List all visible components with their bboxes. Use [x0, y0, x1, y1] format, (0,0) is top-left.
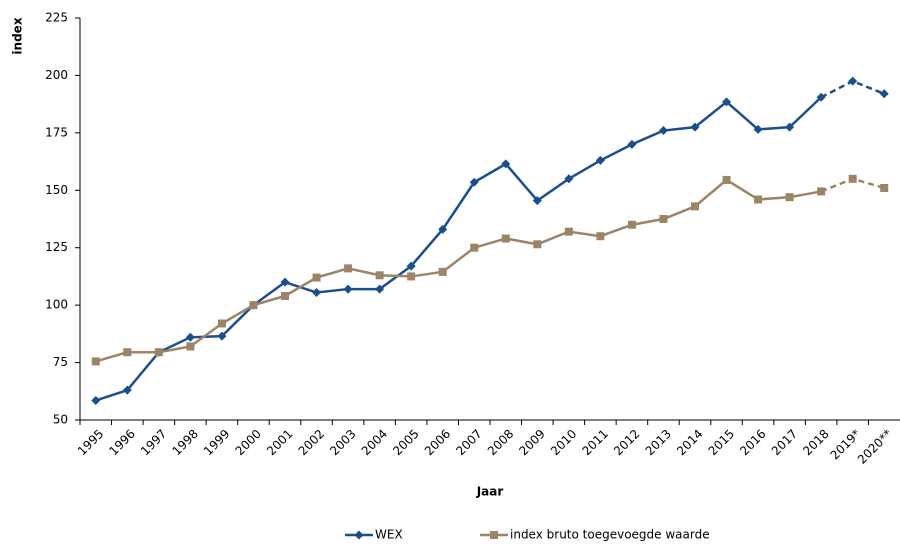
point: [281, 291, 289, 300]
y-tick-label: 50: [53, 413, 68, 427]
x-tick-label: 1995: [75, 427, 106, 458]
point: [154, 348, 163, 357]
x-tick-label: 2003: [327, 427, 358, 458]
point: [343, 284, 353, 294]
y-axis-title: index: [11, 17, 25, 54]
point: [186, 342, 195, 351]
y-tick-label: 175: [45, 125, 68, 139]
x-tick-label: 2020**: [855, 427, 895, 467]
point: [722, 97, 732, 107]
point: [848, 76, 858, 86]
point: [627, 139, 637, 149]
point: [753, 124, 763, 134]
point: [407, 272, 416, 281]
point: [375, 271, 384, 280]
point: [344, 264, 353, 273]
point: [438, 267, 447, 276]
point: [785, 122, 795, 132]
point: [123, 348, 132, 357]
x-tick-label: 2013: [643, 427, 674, 458]
y-tick-label: 150: [45, 183, 68, 197]
x-tick-label: 2008: [485, 427, 516, 458]
x-tick-label: 2004: [359, 427, 390, 458]
point: [91, 357, 100, 366]
point: [469, 177, 479, 187]
x-tick-label: 1998: [169, 427, 200, 458]
point: [659, 215, 668, 223]
point: [816, 92, 826, 102]
point: [596, 232, 605, 241]
point: [406, 261, 416, 271]
legend-label: WEX: [375, 528, 403, 542]
point: [879, 89, 889, 99]
point: [690, 122, 700, 132]
x-tick-label: 1999: [201, 427, 232, 458]
x-tick-label: 2017: [769, 427, 800, 458]
x-tick-label: 2002: [296, 427, 327, 458]
series-line: [95, 178, 822, 363]
point: [533, 240, 542, 249]
legend-label: index bruto toegevoegde waarde: [510, 528, 710, 542]
point: [532, 196, 542, 206]
point: [722, 175, 731, 184]
legend-marker: [490, 531, 498, 539]
point: [280, 277, 290, 287]
y-tick-label: 125: [45, 240, 68, 254]
x-tick-label: 2016: [737, 427, 768, 458]
x-tick-label: 2011: [579, 427, 610, 458]
point: [595, 155, 605, 165]
point: [564, 174, 574, 184]
x-tick-label: 2015: [706, 427, 737, 458]
x-tick-label: 2007: [453, 427, 484, 458]
point: [785, 193, 794, 202]
point: [691, 202, 699, 211]
y-tick-label: 75: [53, 355, 68, 369]
series-line: [95, 96, 823, 402]
legend-marker: [354, 530, 364, 540]
point: [564, 227, 573, 236]
x-tick-label: 2000: [233, 427, 264, 458]
point: [249, 301, 258, 310]
x-tick-label: 2014: [674, 427, 705, 458]
y-tick-label: 200: [45, 68, 68, 82]
point: [627, 220, 636, 229]
point: [880, 183, 889, 192]
point: [91, 395, 101, 405]
point: [217, 319, 226, 328]
point: [438, 224, 448, 234]
point: [217, 331, 227, 341]
x-tick-label: 2009: [516, 427, 547, 458]
x-tick-label: 2012: [611, 427, 642, 458]
y-tick-label: 100: [45, 298, 68, 312]
point: [848, 174, 857, 183]
point: [501, 159, 511, 169]
y-tick-label: 225: [45, 11, 68, 25]
x-axis-title: Jaar: [476, 485, 504, 499]
point: [658, 126, 668, 136]
point: [817, 187, 826, 196]
x-tick-label: 2005: [390, 427, 421, 458]
point: [312, 288, 322, 298]
point: [754, 195, 763, 204]
x-tick-label: 2006: [422, 427, 453, 458]
x-tick-label: 1997: [138, 427, 169, 458]
x-tick-label: 2010: [548, 427, 579, 458]
point: [185, 332, 195, 342]
point: [501, 234, 510, 243]
point: [470, 243, 479, 252]
point: [375, 284, 385, 294]
x-tick-label: 2001: [264, 427, 295, 458]
x-tick-label: 1996: [106, 427, 137, 458]
point: [122, 385, 132, 395]
x-tick-label: 2018: [800, 427, 831, 458]
point: [312, 273, 321, 282]
